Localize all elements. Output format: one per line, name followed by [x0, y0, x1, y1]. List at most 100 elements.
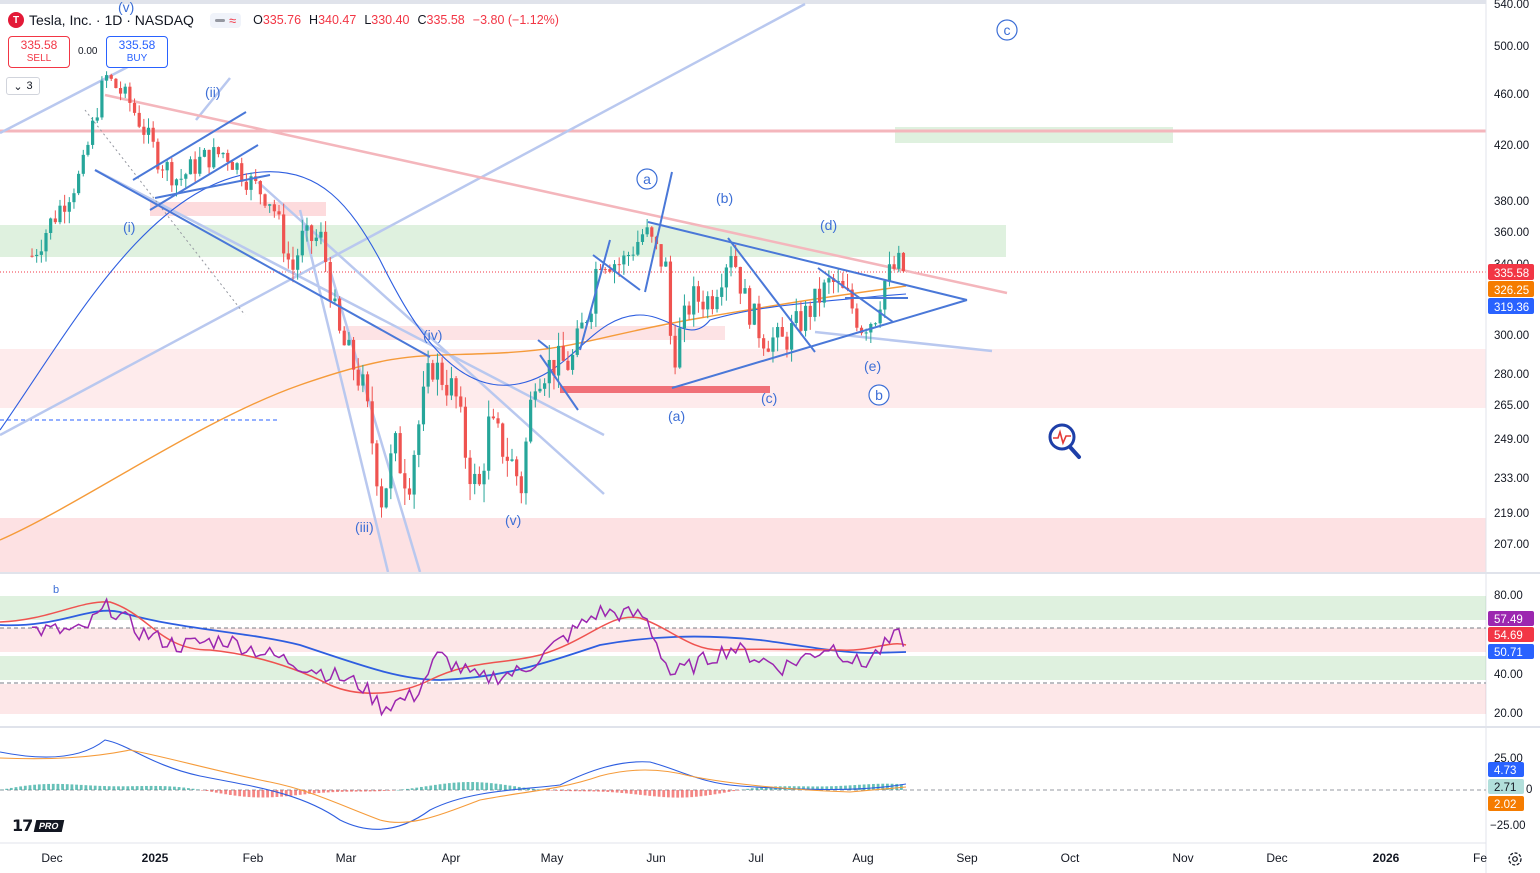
macd-histogram-bar: [722, 790, 726, 793]
wave-label-e: (e): [864, 358, 881, 374]
wave-label-i: (i): [123, 219, 135, 235]
triangle-bottom: [671, 299, 968, 389]
candle-body: [468, 457, 472, 485]
macd-histogram-bar: [401, 789, 405, 790]
candle-body: [580, 322, 584, 329]
macd-histogram-bar: [368, 790, 372, 792]
moving-average-orange: [0, 285, 907, 541]
macd-histogram-bar: [256, 790, 260, 798]
high-value: 340.47: [318, 13, 357, 27]
wave-label-v-top: (v): [118, 0, 134, 15]
macd-histogram-bar: [326, 790, 330, 793]
candle-body: [543, 383, 547, 389]
macd-histogram-bar: [844, 785, 847, 790]
macd-histogram-bar: [396, 789, 400, 791]
candle-body: [598, 268, 603, 270]
macd-histogram-bar: [499, 784, 503, 790]
macd-histogram-bar: [494, 783, 498, 790]
macd-histogram-bar: [378, 790, 381, 792]
resistance-zone-upper: [895, 127, 1173, 143]
macd-histogram-bar: [117, 786, 120, 790]
sell-price: 335.58: [20, 38, 58, 52]
wave-line-6: [537, 339, 549, 349]
candle-body: [538, 388, 542, 392]
macd-histogram-bar: [322, 790, 325, 793]
macd-histogram-bar: [508, 785, 512, 790]
macd-histogram-bar: [37, 784, 41, 790]
rsi-pane[interactable]: b: [0, 584, 1486, 717]
candle-body: [729, 255, 733, 268]
candle-body: [724, 267, 728, 288]
macd-histogram-bar: [820, 786, 824, 790]
candle-body: [794, 311, 798, 323]
macd-histogram-bar: [564, 790, 568, 792]
price-axis[interactable]: 540.00 500.00 460.00 420.00 380.00 360.0…: [1488, 0, 1534, 832]
macd-histogram-bar: [345, 790, 349, 792]
candle-body: [626, 255, 631, 257]
candle-body: [589, 313, 593, 323]
candle-body: [240, 163, 244, 182]
candle-body: [817, 288, 822, 303]
macd-histogram-bar: [750, 788, 754, 790]
symbol-title[interactable]: Tesla, Inc. · 1D · NASDAQ: [29, 12, 194, 28]
rsi-y-tick: 40.00: [1494, 669, 1523, 681]
macd-histogram-bar: [182, 787, 186, 790]
price-pane[interactable]: (v) (ii) (i) (iii) (iv) (v) a (b) (d) (a…: [0, 0, 1486, 573]
y-tick: 300.00: [1494, 330, 1529, 342]
candle-body: [547, 359, 551, 384]
wave-label-a-sub: (a): [668, 408, 685, 424]
gear-icon[interactable]: [1508, 852, 1522, 866]
indicators-collapse-button[interactable]: ⌄ 3: [6, 77, 40, 95]
macd-histogram-bar: [438, 784, 442, 790]
rsi-y-tick: 20.00: [1494, 708, 1523, 720]
macd-histogram-bar: [713, 790, 717, 795]
minus-icon: [214, 18, 225, 22]
candle-body: [67, 202, 71, 212]
rsi-label-blue: [1488, 644, 1534, 659]
macd-histogram-bar: [853, 785, 857, 790]
symbol-legend[interactable]: T Tesla, Inc. · 1D · NASDAQ ≈ O335.76 H3…: [8, 10, 559, 30]
magnifier-icon[interactable]: [1048, 423, 1081, 459]
macd-histogram-bar: [475, 782, 479, 790]
buy-button[interactable]: 335.58 BUY: [106, 36, 168, 68]
price-label-ma-orange: [1488, 281, 1534, 297]
macd-histogram-bar: [858, 784, 861, 790]
tradingview-logo[interactable]: 17 PRO: [12, 816, 65, 835]
candle-body: [752, 303, 756, 325]
x-tick: Feb: [243, 851, 264, 865]
x-tick: Fe: [1473, 851, 1487, 865]
macd-histogram-bar: [84, 785, 88, 790]
y-tick: 460.00: [1494, 89, 1529, 101]
macd-histogram-bar: [606, 790, 610, 792]
legend-toggle-button[interactable]: ≈: [209, 12, 242, 28]
macd-histogram-bar: [75, 784, 78, 790]
macd-histogram-bar: [727, 790, 731, 792]
buy-label: BUY: [126, 53, 148, 64]
candle-body: [347, 339, 351, 346]
candle-body: [174, 179, 179, 186]
macd-histogram-bar: [806, 786, 810, 790]
x-tick: Oct: [1061, 851, 1080, 865]
macd-histogram-bar: [503, 784, 507, 790]
candle-body: [365, 374, 370, 402]
wave-line-1: [132, 111, 247, 181]
rsi-zone-red-top: [0, 628, 1486, 652]
macd-histogram-bar: [214, 790, 218, 793]
open-label: O: [253, 13, 263, 27]
wave-line-2: [149, 144, 259, 211]
tesla-logo-icon: T: [8, 12, 24, 28]
candle-body: [282, 214, 286, 254]
macd-pane[interactable]: [0, 739, 1486, 830]
candle-body: [403, 473, 407, 489]
sell-button[interactable]: 335.58 SELL: [8, 36, 70, 68]
candle-body: [179, 178, 183, 180]
candle-body: [799, 311, 803, 331]
macd-histogram-bar: [312, 790, 316, 794]
time-axis[interactable]: Dec 2025 Feb Mar Apr May Jun Jul Aug Sep…: [41, 851, 1487, 865]
rsi-red-ma: [0, 601, 907, 694]
candle-body: [557, 345, 561, 376]
wave-line-10: [727, 237, 816, 353]
spread-value: 0.00: [78, 46, 98, 57]
macd-histogram-bar: [406, 788, 409, 790]
